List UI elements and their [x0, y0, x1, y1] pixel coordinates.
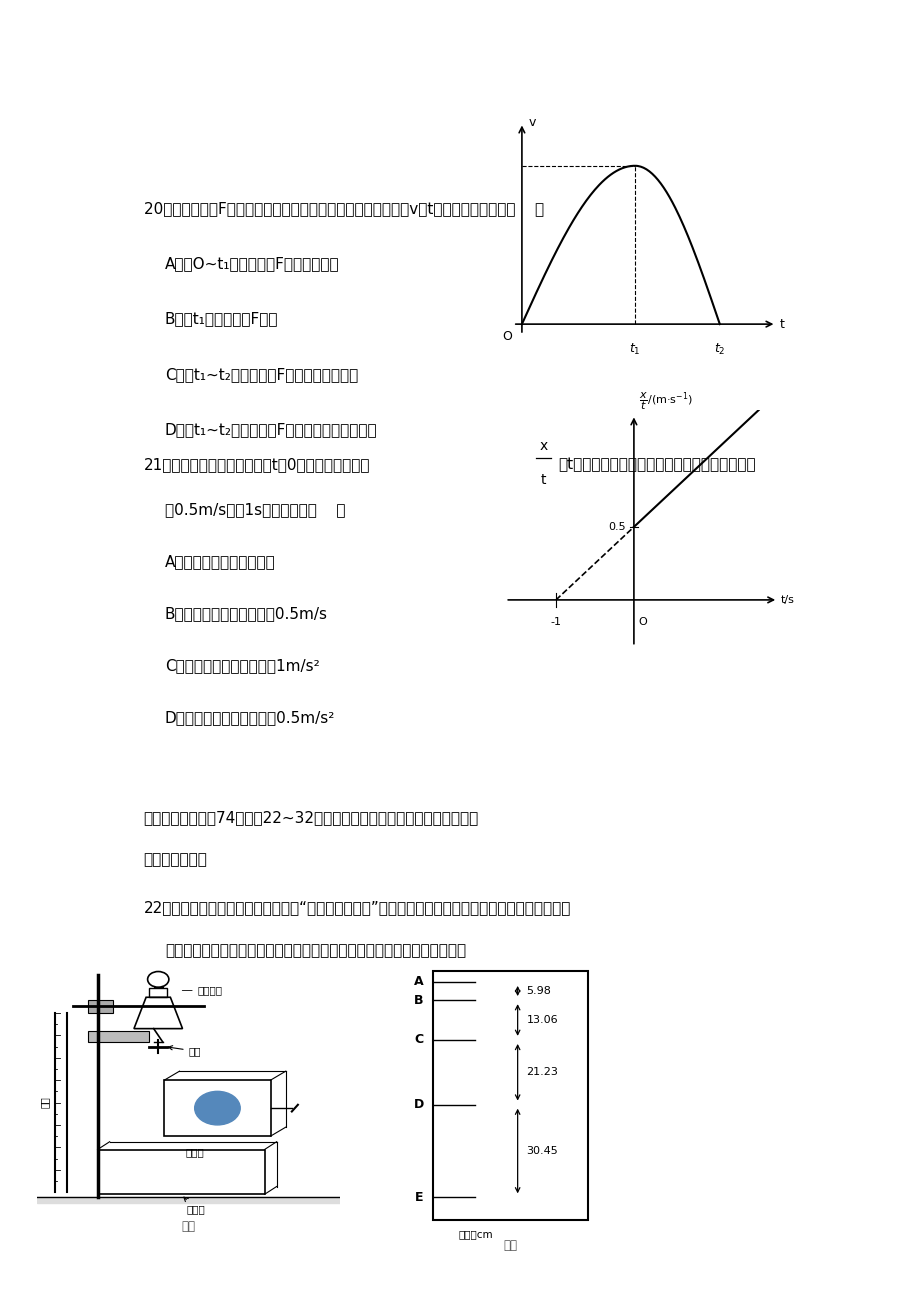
- Text: 接水盒: 接水盒: [184, 1197, 205, 1215]
- Text: $t_1$: $t_1$: [629, 342, 641, 357]
- Text: A．物体做变加速直线运动: A．物体做变加速直线运动: [165, 555, 276, 569]
- Text: 图甲: 图甲: [181, 1220, 196, 1233]
- Text: 分液漏斗: 分液漏斗: [182, 986, 222, 996]
- Text: 单位：cm: 单位：cm: [458, 1229, 492, 1240]
- Text: 为0.5m/s和－1s，由此可知（    ）: 为0.5m/s和－1s，由此可知（ ）: [165, 503, 345, 517]
- Text: -1: -1: [550, 617, 561, 628]
- Text: t: t: [779, 318, 784, 331]
- Text: C．物体的加速度的大小为1m/s²: C．物体的加速度的大小为1m/s²: [165, 659, 319, 673]
- Text: v: v: [528, 116, 536, 129]
- Text: O: O: [638, 617, 647, 628]
- Bar: [37, 1197, 340, 1203]
- Text: A: A: [414, 975, 424, 988]
- Text: 图乙: 图乙: [503, 1240, 517, 1253]
- Text: 21．一个物体沿直线运动，从t＝0时刻开始，物体的: 21．一个物体沿直线运动，从t＝0时刻开始，物体的: [143, 457, 369, 473]
- Bar: [149, 988, 167, 997]
- Bar: [97, 1150, 265, 1194]
- Text: x: x: [539, 439, 547, 453]
- Text: 21.23: 21.23: [526, 1068, 558, 1077]
- Text: D: D: [414, 1098, 424, 1111]
- Text: 0.5: 0.5: [607, 522, 626, 533]
- Text: t: t: [540, 473, 546, 487]
- Bar: [165, 1081, 270, 1137]
- Text: 5.98: 5.98: [526, 986, 550, 996]
- Text: C: C: [414, 1034, 423, 1047]
- Text: 30.45: 30.45: [526, 1146, 558, 1156]
- Circle shape: [195, 1091, 240, 1125]
- Text: B．在t₁时刻，外力F为零: B．在t₁时刻，外力F为零: [165, 311, 278, 327]
- Text: B．物体的初速度的大小为0.5m/s: B．物体的初速度的大小为0.5m/s: [165, 607, 327, 621]
- Text: 频闪仪: 频闪仪: [186, 1147, 204, 1157]
- Text: 20．受水平外力F作用的物体，在粗糙水平面上作直线运动，其v－t图线如图所示，则（    ）: 20．受水平外力F作用的物体，在粗糙水平面上作直线运动，其v－t图线如图所示，则…: [143, 202, 543, 216]
- Text: A．在O~t₁秒内，外力F大小不断增大: A．在O~t₁秒内，外力F大小不断增大: [165, 256, 339, 272]
- Bar: [433, 970, 587, 1220]
- Text: D．物体的加速度的大小为0.5m/s²: D．物体的加速度的大小为0.5m/s²: [165, 711, 335, 725]
- Text: 22．小敏同学在暗室中用图示装置做“测定重力加速度”的实验，用到的实验器材有：分液漏斗、阀门、: 22．小敏同学在暗室中用图示装置做“测定重力加速度”的实验，用到的实验器材有：分…: [143, 900, 571, 915]
- Text: $t_2$: $t_2$: [713, 342, 725, 357]
- Text: 支架、米尺、接水盒、一根荧光刻度的米尺、频闪仪。具体实验步骤如下：: 支架、米尺、接水盒、一根荧光刻度的米尺、频闪仪。具体实验步骤如下：: [165, 943, 466, 958]
- Text: 13.06: 13.06: [526, 1016, 558, 1025]
- Text: C．在t₁~t₂秒内，外力F大小可能不断减小: C．在t₁~t₂秒内，外力F大小可能不断减小: [165, 367, 357, 381]
- Text: －t的图象如图所示，图线与纵坐标轴的交点分别: －t的图象如图所示，图线与纵坐标轴的交点分别: [558, 457, 755, 473]
- Text: 阀门: 阀门: [168, 1046, 201, 1056]
- Text: D．在t₁~t₂秒内，外力F大小可能先减小后增大: D．在t₁~t₂秒内，外力F大小可能先减小后增大: [165, 422, 377, 437]
- Bar: [88, 1031, 149, 1042]
- Text: O: O: [502, 331, 512, 344]
- Text: B: B: [414, 993, 423, 1006]
- Text: $\dfrac{x}{t}$/(m·s$^{-1}$): $\dfrac{x}{t}$/(m·s$^{-1}$): [639, 391, 692, 413]
- Bar: [88, 1000, 113, 1013]
- Text: t/s: t/s: [779, 595, 793, 605]
- Text: （一）必考题：: （一）必考题：: [143, 852, 207, 867]
- Text: 米尺: 米尺: [40, 1096, 50, 1108]
- Text: E: E: [414, 1191, 423, 1204]
- Text: 三、非选择题：共74分。第22~32题为必考题，每个试题考生都必须作答。: 三、非选择题：共74分。第22~32题为必考题，每个试题考生都必须作答。: [143, 810, 478, 825]
